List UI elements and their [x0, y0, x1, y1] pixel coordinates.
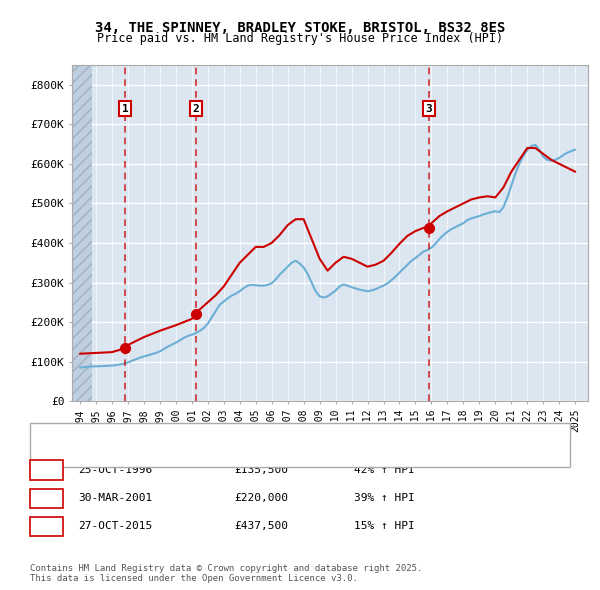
Text: HPI: Average price, detached house, South Gloucestershire: HPI: Average price, detached house, Sout…	[93, 446, 449, 455]
Text: Price paid vs. HM Land Registry's House Price Index (HPI): Price paid vs. HM Land Registry's House …	[97, 32, 503, 45]
Text: £135,500: £135,500	[234, 465, 288, 474]
Text: ─────: ─────	[48, 444, 86, 457]
Text: 34, THE SPINNEY, BRADLEY STOKE, BRISTOL, BS32 8ES: 34, THE SPINNEY, BRADLEY STOKE, BRISTOL,…	[95, 21, 505, 35]
Text: 3: 3	[43, 522, 50, 531]
Text: 34, THE SPINNEY, BRADLEY STOKE, BRISTOL, BS32 8ES (detached house): 34, THE SPINNEY, BRADLEY STOKE, BRISTOL,…	[93, 430, 505, 440]
Bar	[72, 65, 92, 401]
Text: 1: 1	[122, 104, 128, 114]
Text: £220,000: £220,000	[234, 493, 288, 503]
Text: 2: 2	[193, 104, 199, 114]
Text: 39% ↑ HPI: 39% ↑ HPI	[354, 493, 415, 503]
Text: 30-MAR-2001: 30-MAR-2001	[78, 493, 152, 503]
Text: 42% ↑ HPI: 42% ↑ HPI	[354, 465, 415, 474]
Text: 15% ↑ HPI: 15% ↑ HPI	[354, 522, 415, 531]
Text: 27-OCT-2015: 27-OCT-2015	[78, 522, 152, 531]
Text: Contains HM Land Registry data © Crown copyright and database right 2025.
This d: Contains HM Land Registry data © Crown c…	[30, 563, 422, 583]
Text: 25-OCT-1996: 25-OCT-1996	[78, 465, 152, 474]
Text: 3: 3	[425, 104, 432, 114]
Text: 2: 2	[43, 493, 50, 503]
Text: £437,500: £437,500	[234, 522, 288, 531]
Text: 1: 1	[43, 465, 50, 474]
Text: ─────: ─────	[48, 428, 86, 441]
